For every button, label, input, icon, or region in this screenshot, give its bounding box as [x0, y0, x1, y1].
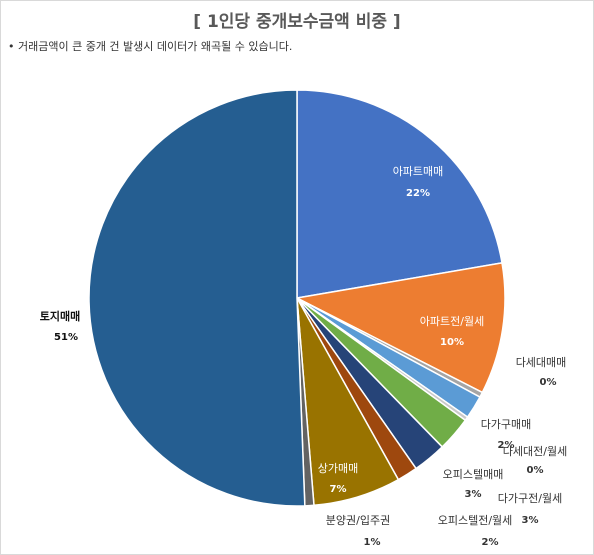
slice-value-label: 3%	[465, 489, 482, 500]
chart-subtitle: • 거래금액이 큰 중개 건 발생시 데이터가 왜곡될 수 있습니다.	[8, 39, 292, 53]
slice-label: 상가매매	[318, 462, 358, 475]
slice-value-label: 51%	[54, 332, 78, 343]
pie-slice	[296, 89, 503, 299]
slice-label: 아파트전/월세	[420, 315, 484, 328]
slice-label: 다가구전/월세	[498, 492, 562, 505]
slice-label: 분양권/입주권	[326, 514, 390, 527]
slice-label: 오피스텔전/월세	[438, 514, 513, 527]
slice-value-label: 0%	[527, 465, 544, 476]
pie-slice	[88, 89, 306, 507]
slice-label: 아파트매매	[393, 165, 444, 178]
slice-value-label: 7%	[330, 484, 347, 495]
slice-label: 다가구매매	[481, 418, 532, 431]
slice-value-label: 2%	[482, 537, 499, 548]
pie-slice	[294, 262, 506, 394]
slice-value-label: 3%	[522, 515, 539, 526]
chart-title: [ 1인당 중개보수금액 비중 ]	[193, 12, 400, 32]
slice-label: 토지매매	[40, 309, 80, 323]
slice-label: 다세대전/월세	[503, 445, 567, 458]
slice-label: 오피스텔매매	[443, 468, 504, 481]
slice-value-label: 22%	[406, 188, 430, 199]
slice-value-label: 1%	[364, 537, 381, 548]
slice-value-label: 0%	[540, 377, 557, 388]
slice-value-label: 10%	[440, 337, 464, 348]
slice-label: 다세대매매	[516, 356, 567, 369]
slice-value-label: 2%	[498, 440, 515, 451]
